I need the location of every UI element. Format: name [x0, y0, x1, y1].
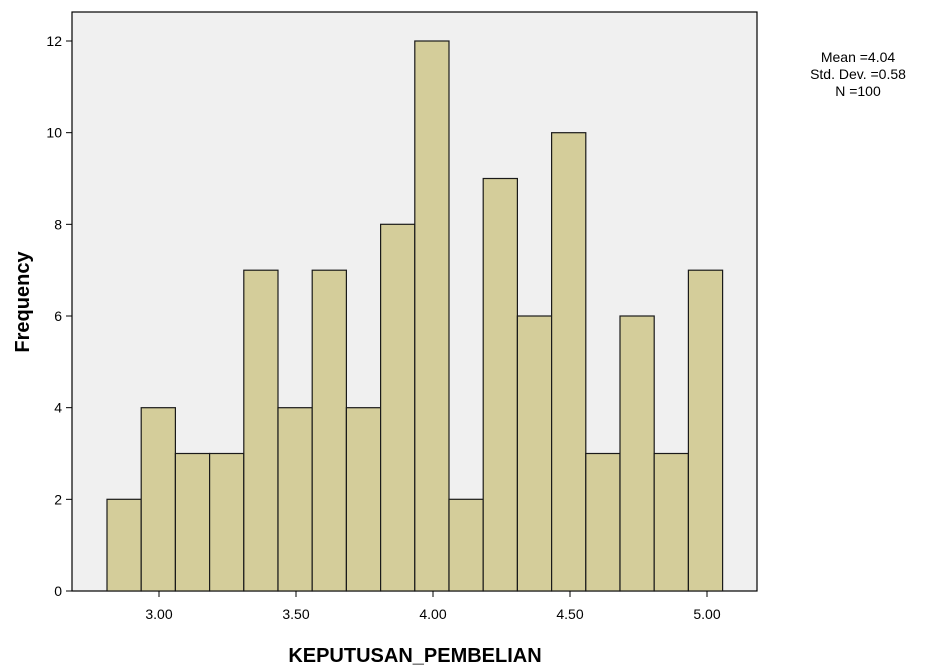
x-axis-label: KEPUTUSAN_PEMBELIAN: [288, 645, 541, 667]
histogram-bar: [482, 177, 519, 592]
histogram-bar: [414, 40, 450, 592]
histogram-bar: [448, 498, 484, 592]
histogram-bar: [619, 315, 655, 592]
x-tick-label: 4.50: [556, 606, 583, 622]
histogram-bar: [687, 269, 724, 592]
histogram-bar: [209, 452, 245, 592]
x-tick-label: 4.00: [419, 606, 446, 622]
y-tick-label: 6: [54, 308, 62, 324]
bars-group: [106, 40, 724, 592]
histogram-bar: [106, 498, 142, 592]
histogram-bar: [585, 452, 621, 592]
histogram-bar: [653, 452, 690, 592]
histogram-bar: [277, 407, 313, 592]
histogram-bar: [243, 269, 279, 592]
histogram-bar: [140, 407, 176, 592]
histogram-bar: [380, 223, 416, 592]
stats-std-dev: Std. Dev. =0.58: [810, 66, 906, 82]
histogram-bar: [550, 132, 587, 592]
y-tick-label: 2: [54, 491, 62, 507]
histogram-bar: [311, 269, 348, 592]
y-tick-label: 8: [54, 216, 62, 232]
x-tick-label: 3.00: [145, 606, 172, 622]
y-tick-label: 4: [54, 400, 62, 416]
histogram-bar: [345, 407, 382, 592]
x-tick-label: 3.50: [282, 606, 309, 622]
stats-mean: Mean =4.04: [821, 49, 896, 65]
y-tick-label: 12: [46, 33, 62, 49]
stats-n: N =100: [835, 83, 881, 99]
histogram-bar: [516, 315, 553, 592]
x-tick-label: 5.00: [693, 606, 720, 622]
y-axis-ticks: 0 2 4 6 8 10 12: [46, 33, 72, 599]
y-tick-label: 0: [54, 583, 62, 599]
x-axis-ticks: 3.00 3.50 4.00 4.50 5.00: [145, 591, 721, 622]
y-axis-label: Frequency: [12, 251, 34, 353]
histogram-bar: [174, 452, 211, 592]
y-tick-label: 10: [46, 125, 62, 141]
